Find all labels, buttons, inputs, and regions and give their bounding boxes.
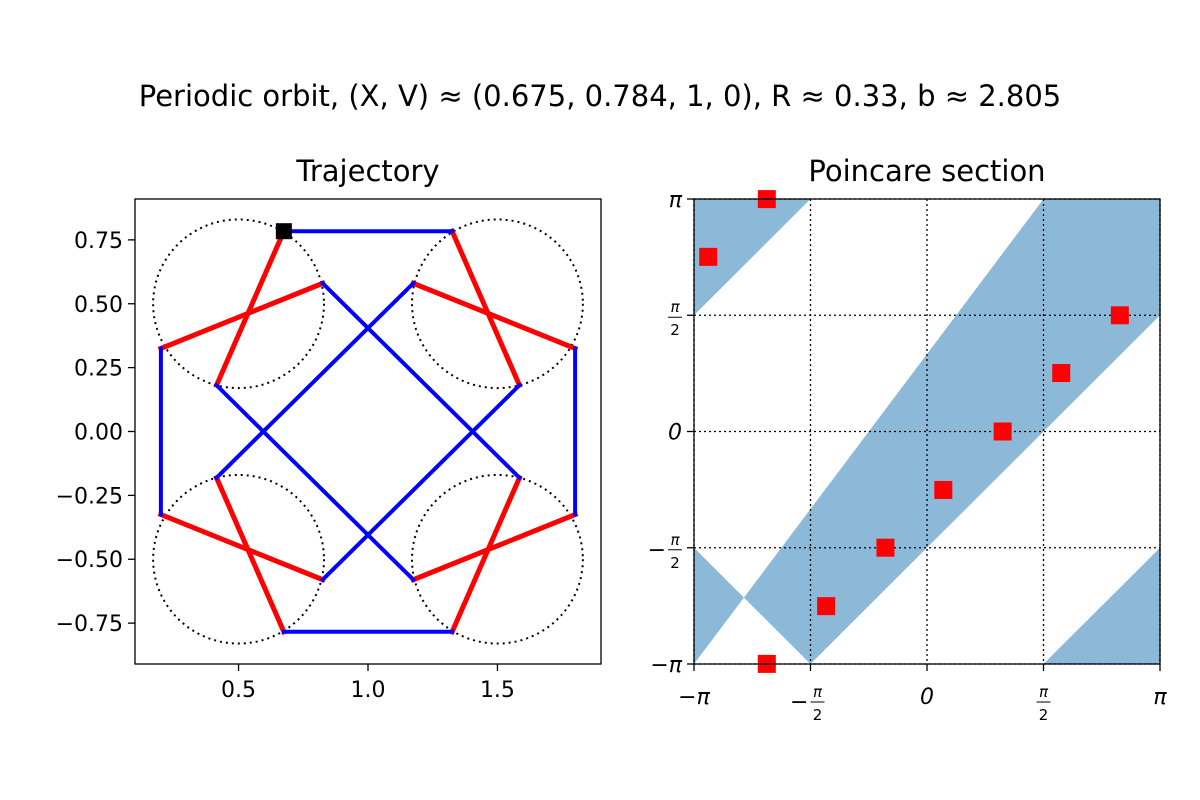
y-tick-label: −0.25	[56, 484, 123, 509]
x-tick-label: 0.5	[221, 678, 256, 703]
x-tick-label: 1.5	[480, 678, 515, 703]
section-point	[1110, 306, 1129, 325]
trajectory-red-segment	[410, 280, 579, 352]
x-tick-label: 0	[920, 685, 934, 710]
tick-label-sign: −	[648, 538, 666, 563]
trajectory-title: Trajectory	[295, 154, 439, 188]
trajectory-red-segment	[157, 511, 326, 583]
tick-label-sign: −	[790, 690, 808, 715]
section-point	[993, 422, 1012, 441]
x-tick-label: π	[1153, 685, 1167, 710]
trajectory-red-segment	[213, 474, 288, 636]
trajectory-red-segment	[448, 227, 523, 389]
obstacle-circle	[411, 473, 584, 645]
tick-label-denominator: 2	[670, 321, 680, 339]
section-point	[934, 480, 953, 499]
section-point	[817, 597, 836, 616]
x-tick-label: π2	[1036, 683, 1051, 724]
poincare-title: Poincare section	[808, 154, 1045, 188]
section-point	[1052, 364, 1071, 383]
shaded-band	[1043, 547, 1160, 664]
y-tick-label: −π	[650, 653, 682, 678]
tick-label-numerator: π	[670, 298, 680, 316]
trajectory-blue-segment	[319, 382, 523, 583]
tick-label-denominator: 2	[1039, 706, 1049, 724]
trajectory-blue-segment	[319, 280, 523, 481]
trajectory-red-segment	[410, 511, 579, 583]
trajectory-axes-frame	[134, 198, 602, 665]
x-tick-label: −π	[678, 685, 710, 710]
tick-label-numerator: π	[670, 531, 680, 549]
tick-label-denominator: 2	[670, 554, 680, 572]
y-tick-label: −0.50	[56, 548, 123, 573]
tick-label-denominator: 2	[813, 706, 823, 724]
y-tick-label: − π 2	[648, 531, 682, 572]
trajectory-red-segment	[213, 227, 288, 389]
y-tick-label: 0.25	[74, 357, 123, 382]
obstacle-circle	[152, 473, 325, 645]
trajectory-blue-segment	[213, 382, 417, 583]
y-tick-label: −0.75	[56, 612, 123, 637]
trajectory-axes: Trajectory 0.5 1.0 1.5 0.75 0.50 0.25 0.00 −0.2…	[56, 154, 602, 703]
trajectory-red-segment	[157, 280, 326, 352]
y-tick-label: 0	[668, 421, 682, 446]
start-point-marker	[275, 223, 292, 240]
tick-label-numerator: π	[1039, 683, 1049, 701]
figure-title: Periodic orbit, (X, V) ≈ (0.675, 0.784, …	[139, 79, 1061, 113]
y-tick-label: 0.75	[74, 229, 123, 254]
y-tick-label: π	[669, 188, 683, 213]
obstacle-circle	[152, 218, 325, 390]
y-tick-label: 0.00	[74, 421, 123, 446]
section-point	[699, 247, 718, 266]
trajectory-blue-segment	[213, 280, 417, 481]
obstacle-circle	[411, 218, 584, 390]
section-point	[876, 538, 895, 557]
trajectory-red-segment	[448, 474, 523, 636]
y-tick-label: π2	[668, 298, 682, 339]
tick-label-numerator: π	[813, 683, 823, 701]
y-tick-label: 0.50	[74, 293, 123, 318]
shaded-band	[694, 199, 811, 316]
x-tick-label: − π 2	[790, 683, 825, 724]
x-tick-label: 1.0	[351, 678, 386, 703]
